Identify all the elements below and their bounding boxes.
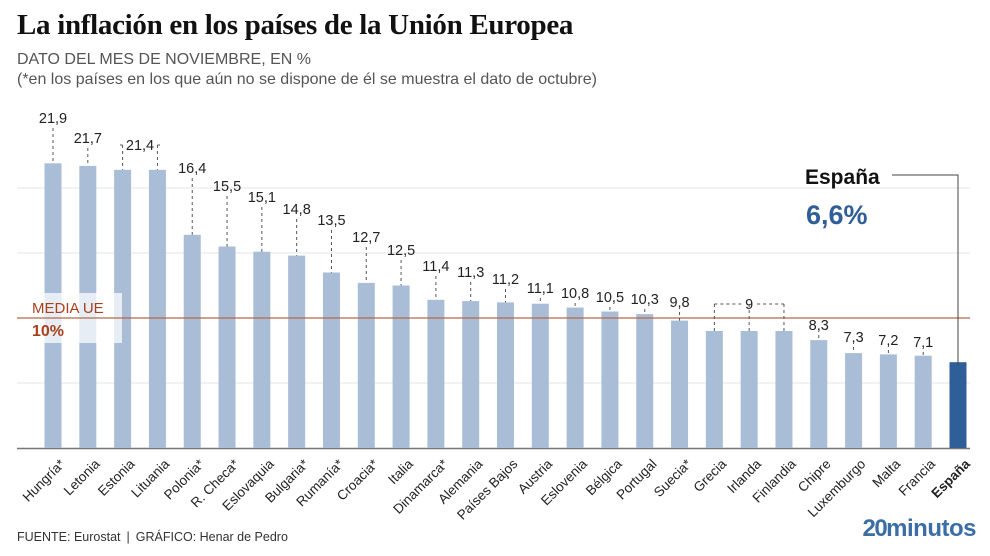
data-label-portugal: 10,3 (631, 292, 659, 308)
bar-polonia (183, 234, 201, 448)
x-axis-tick-labels: Hungría*LetoniaEstoniaLituaniaPolonia*R.… (20, 456, 974, 523)
bar-luxemburgo (845, 353, 863, 448)
data-label-austria: 11,1 (527, 281, 554, 297)
bar-suecia (671, 320, 689, 448)
bar-austria (531, 303, 549, 448)
bar-italia (392, 285, 410, 448)
data-label-polonia: 16,4 (178, 161, 206, 177)
data-label-eslovaquia: 15,1 (248, 190, 276, 206)
bar-estonia (114, 169, 132, 449)
bar-eslovaquia (253, 251, 271, 448)
data-label-hungria: 21,9 (39, 111, 67, 127)
data-label-francia: 7,1 (913, 335, 933, 351)
gridlines (17, 187, 970, 450)
data-label-italia: 12,5 (387, 243, 415, 259)
bar-portugal (636, 314, 654, 448)
x-tick-hungria: Hungría* (20, 456, 69, 505)
bar-grecia (705, 331, 723, 448)
credit-text: GRÁFICO: Henar de Pedro (135, 530, 288, 544)
chart-subtitle: DATO DEL MES DE NOVIEMBRE, EN % (*en los… (17, 50, 597, 90)
bar-malta (879, 354, 897, 448)
bar-eslovenia (566, 307, 584, 448)
bars (44, 163, 967, 449)
bar-finlandia (775, 331, 793, 448)
eu-average-marker: MEDIA UE 10% (17, 293, 970, 343)
subtitle-line-date: DATO DEL MES DE NOVIEMBRE, EN % (17, 51, 311, 68)
data-label-eslovenia: 10,8 (561, 286, 589, 302)
average-label: MEDIA UE (32, 300, 104, 317)
data-label-chipre: 8,3 (809, 318, 829, 334)
bar-chipre (810, 340, 828, 448)
data-label-croacia: 12,7 (352, 230, 380, 246)
brand-word: minutos (886, 515, 976, 542)
x-tick-letonia: Letonia (61, 456, 103, 498)
x-tick-suecia: Suecia* (651, 456, 695, 500)
data-label-luxemburgo: 7,3 (843, 330, 863, 346)
bar-belgica (601, 311, 619, 448)
footer-credits: FUENTE: Eurostat | GRÁFICO: Henar de Pedro (17, 530, 288, 544)
brand-logo: 20minutos (862, 515, 976, 543)
bar-lituania (148, 169, 166, 449)
data-label-dinamarca: 11,4 (422, 259, 449, 275)
data-label-alemania: 11,3 (457, 265, 484, 281)
bar-irlanda (740, 331, 758, 448)
data-label-bulgaria: 14,8 (283, 202, 311, 218)
bar-rumania (322, 272, 340, 448)
data-label-suecia: 9,8 (669, 295, 689, 311)
bar-paises-bajos (497, 302, 514, 448)
data-label-r-checa: 15,5 (213, 179, 241, 195)
x-tick-italia: Italia (385, 456, 416, 487)
brand-number: 20 (862, 515, 887, 542)
bar-francia (914, 355, 932, 448)
spain-callout-connector (892, 174, 959, 366)
subtitle-line-note: (*en los países en los que aún no se dis… (17, 71, 597, 88)
bar-r-checa (218, 246, 236, 448)
bar-dinamarca (427, 299, 445, 448)
data-label-malta: 7,2 (878, 333, 898, 349)
data-label-belgica: 10,5 (596, 290, 624, 306)
spain-callout: España 6,6% (805, 166, 959, 366)
source-text: FUENTE: Eurostat (17, 530, 121, 544)
spain-callout-label: España (805, 166, 880, 189)
data-label-rumania: 13,5 (317, 213, 345, 229)
bar-croacia (357, 282, 375, 448)
chart-title: La inflación en los países de la Unión E… (17, 9, 574, 41)
x-tick-espana: España (928, 456, 973, 501)
spain-callout-value: 6,6% (806, 200, 868, 230)
data-label-letonia: 21,7 (74, 131, 102, 147)
bar-espana (949, 362, 967, 448)
x-tick-grecia: Grecia (691, 456, 730, 495)
bar-bulgaria (288, 255, 306, 448)
data-label-estonia: 21,4 (126, 138, 154, 154)
bar-alemania (462, 301, 480, 448)
data-labels: 21,9 21,7 21,4 16,4 15,5 15,1 14,8 13,5 12,7 12,5… (39, 111, 933, 356)
separator: | (126, 530, 130, 544)
average-value: 10% (32, 323, 64, 340)
data-label-paises-bajos: 11,2 (492, 272, 519, 288)
